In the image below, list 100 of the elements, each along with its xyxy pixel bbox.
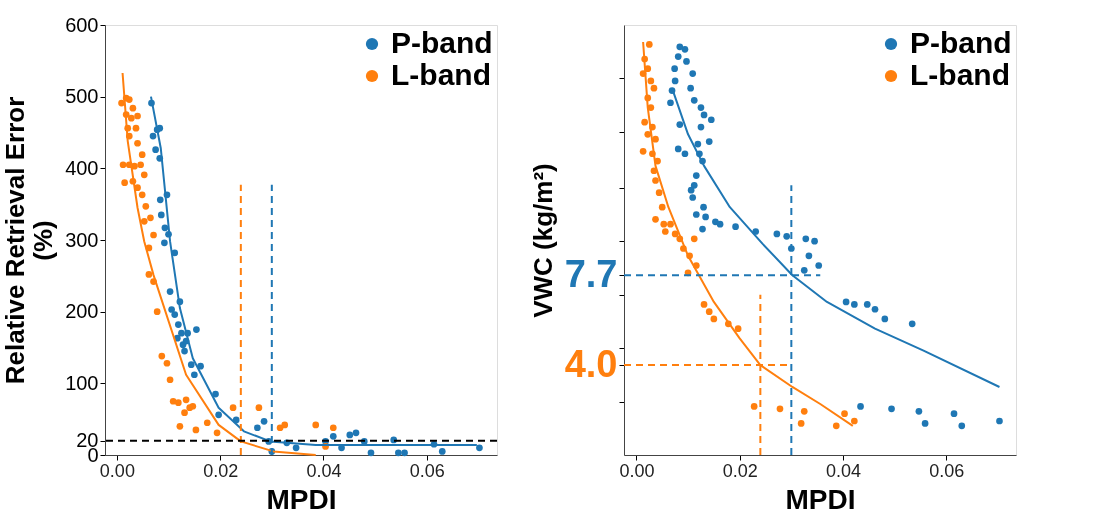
point: [158, 352, 166, 360]
point: [161, 239, 168, 247]
point: [212, 390, 219, 398]
point: [137, 161, 144, 169]
x-tick-label: 0.02: [203, 460, 239, 481]
x-tick-label: 0.00: [99, 460, 135, 481]
point: [996, 417, 1003, 425]
point: [652, 177, 659, 184]
point: [121, 179, 128, 187]
point: [667, 99, 674, 107]
point: [192, 426, 200, 434]
point: [229, 404, 237, 412]
point: [705, 308, 713, 316]
point: [700, 203, 707, 211]
point: [367, 449, 375, 457]
point: [697, 104, 705, 111]
point: [134, 112, 141, 120]
point: [168, 306, 175, 313]
point: [312, 421, 320, 429]
point: [644, 130, 652, 138]
y-tick-label: 300: [65, 228, 99, 251]
point: [811, 237, 818, 245]
y-tick-label: 400: [65, 156, 99, 179]
point: [687, 84, 694, 92]
point: [150, 231, 157, 239]
point: [658, 203, 666, 211]
point: [647, 104, 655, 111]
point: [689, 70, 697, 77]
point: [841, 410, 848, 418]
point: [773, 230, 781, 238]
point: [661, 228, 669, 235]
point: [699, 225, 706, 233]
point: [842, 298, 850, 306]
point: [690, 181, 698, 189]
point: [832, 422, 840, 430]
y-axis-title: VWC (kg/m²): [527, 163, 558, 318]
point: [689, 194, 697, 201]
point: [395, 449, 402, 457]
point: [888, 405, 895, 413]
x-axis-title: MPDI: [266, 483, 337, 515]
point: [138, 191, 146, 199]
point: [660, 220, 668, 228]
point: [171, 311, 179, 318]
point: [645, 41, 653, 48]
point: [147, 214, 154, 222]
y-tick-label: 600: [65, 13, 99, 36]
point: [652, 216, 659, 223]
point: [161, 224, 169, 232]
x-tick-label: 0.04: [825, 460, 862, 481]
point: [681, 150, 689, 158]
point: [908, 320, 916, 328]
point: [671, 230, 679, 238]
point: [800, 407, 808, 415]
point: [681, 45, 689, 53]
point: [352, 429, 360, 437]
y-tick-label: 100: [65, 371, 99, 394]
point: [652, 135, 659, 143]
point: [800, 267, 808, 274]
point: [690, 235, 698, 243]
point: [138, 151, 146, 159]
point: [292, 444, 300, 452]
point: [346, 431, 354, 439]
point: [174, 399, 182, 407]
point: [707, 116, 715, 124]
legend-label: P-band: [910, 26, 1012, 59]
point: [118, 99, 125, 107]
point: [132, 124, 140, 132]
point: [671, 65, 678, 73]
point: [203, 419, 211, 427]
point: [166, 288, 174, 295]
point: [676, 43, 684, 51]
point: [193, 326, 200, 333]
point: [687, 186, 695, 194]
point: [215, 411, 222, 419]
point: [142, 202, 150, 210]
point: [797, 420, 805, 427]
point: [815, 262, 823, 269]
point: [213, 429, 221, 437]
point: [692, 211, 700, 218]
point: [157, 211, 165, 219]
point: [145, 271, 153, 278]
point: [694, 140, 702, 148]
point: [639, 147, 647, 155]
point: [863, 301, 871, 308]
point: [958, 422, 966, 430]
y-tick-label: 500: [65, 85, 99, 108]
point: [260, 417, 268, 425]
point: [163, 359, 171, 367]
point: [329, 433, 337, 440]
point: [676, 121, 684, 128]
point: [476, 444, 483, 452]
point: [683, 58, 690, 65]
point: [191, 371, 198, 379]
point: [881, 315, 889, 323]
point: [182, 396, 190, 404]
point: [710, 315, 718, 323]
line-series: [121, 72, 317, 456]
point: [119, 161, 127, 169]
legend-label: L-band: [391, 58, 491, 91]
point: [805, 252, 813, 260]
